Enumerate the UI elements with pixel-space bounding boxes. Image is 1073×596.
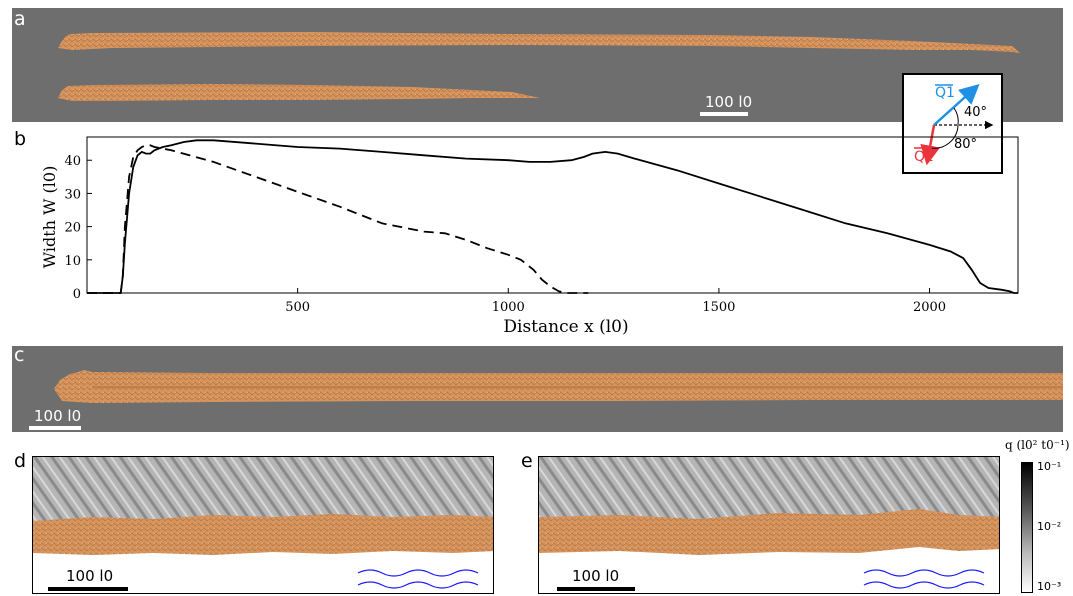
q2-arrow (920, 124, 941, 166)
width-distance-chart: 500 1000 1500 2000 0 10 20 30 40 Distance x (l0)… (40, 136, 1019, 337)
colorbar-tick-top: 10⁻¹ (1037, 460, 1062, 473)
panel-d-image: 100 l0 (32, 456, 494, 594)
scalebar-label-e: 100 l0 (572, 567, 620, 585)
scalebar-label-c: 100 l0 (34, 407, 82, 425)
colorbar (1021, 462, 1033, 593)
y-tick-label: 10 (64, 254, 81, 269)
scalebar-e (557, 587, 635, 591)
chart-axes (86, 136, 1019, 294)
y-tick-label: 40 (64, 154, 81, 169)
panel-label-a: a (14, 8, 26, 30)
colorbar-tick-mid: 10⁻² (1037, 520, 1062, 533)
angle-40-label: 40° (964, 105, 988, 120)
chart-ticks: 500 1000 1500 2000 0 10 20 30 40 (64, 154, 946, 315)
x-tick-label: 1500 (702, 300, 735, 315)
series-line-solid (87, 139, 1018, 294)
crack-short (58, 84, 540, 101)
x-tick-label: 1000 (492, 300, 525, 315)
crack-profile-c (54, 370, 1063, 403)
scalebar-c (29, 426, 81, 430)
y-axis-label: Width W (l0) (40, 166, 59, 269)
scalebar-label-a: 100 l0 (705, 93, 753, 111)
colorbar-title: q (l0² t0⁻¹) (1005, 438, 1070, 452)
panel-label-c: c (14, 344, 25, 366)
y-tick-label: 0 (73, 287, 81, 302)
x-tick-label: 2000 (913, 300, 946, 315)
scalebar-a (700, 112, 748, 116)
panel-label-d: d (14, 450, 27, 472)
x-axis-label: Distance x (l0) (503, 317, 628, 337)
angle-80-label: 80° (954, 137, 978, 152)
q1-label: Q1 (935, 85, 955, 101)
y-tick-label: 20 (64, 221, 81, 236)
plot-frame (86, 136, 1019, 294)
panel-e-image: 100 l0 (538, 456, 1000, 594)
series-line-dashed (87, 144, 589, 294)
q2-label: Q2 (914, 149, 934, 165)
colorbar-tick-bottom: 10⁻³ (1037, 580, 1062, 593)
crack-profiles-a (58, 32, 1020, 101)
scalebar-label-d: 100 l0 (66, 567, 114, 585)
q-vector-inset: Q1 40° Q2 80° (902, 73, 1003, 174)
panel-a-image: a 100 l0 (12, 8, 1063, 122)
chart-series (87, 139, 1018, 294)
q1-arrow (933, 83, 980, 126)
panel-c-image: c 100 l0 (12, 346, 1063, 432)
y-tick-label: 30 (64, 187, 81, 202)
q-vector-diagram (914, 83, 994, 166)
crack-long (58, 32, 1020, 53)
x-tick-label: 500 (285, 300, 310, 315)
scalebar-d (48, 587, 128, 591)
panel-label-b: b (14, 128, 27, 150)
panel-label-e: e (521, 450, 533, 472)
